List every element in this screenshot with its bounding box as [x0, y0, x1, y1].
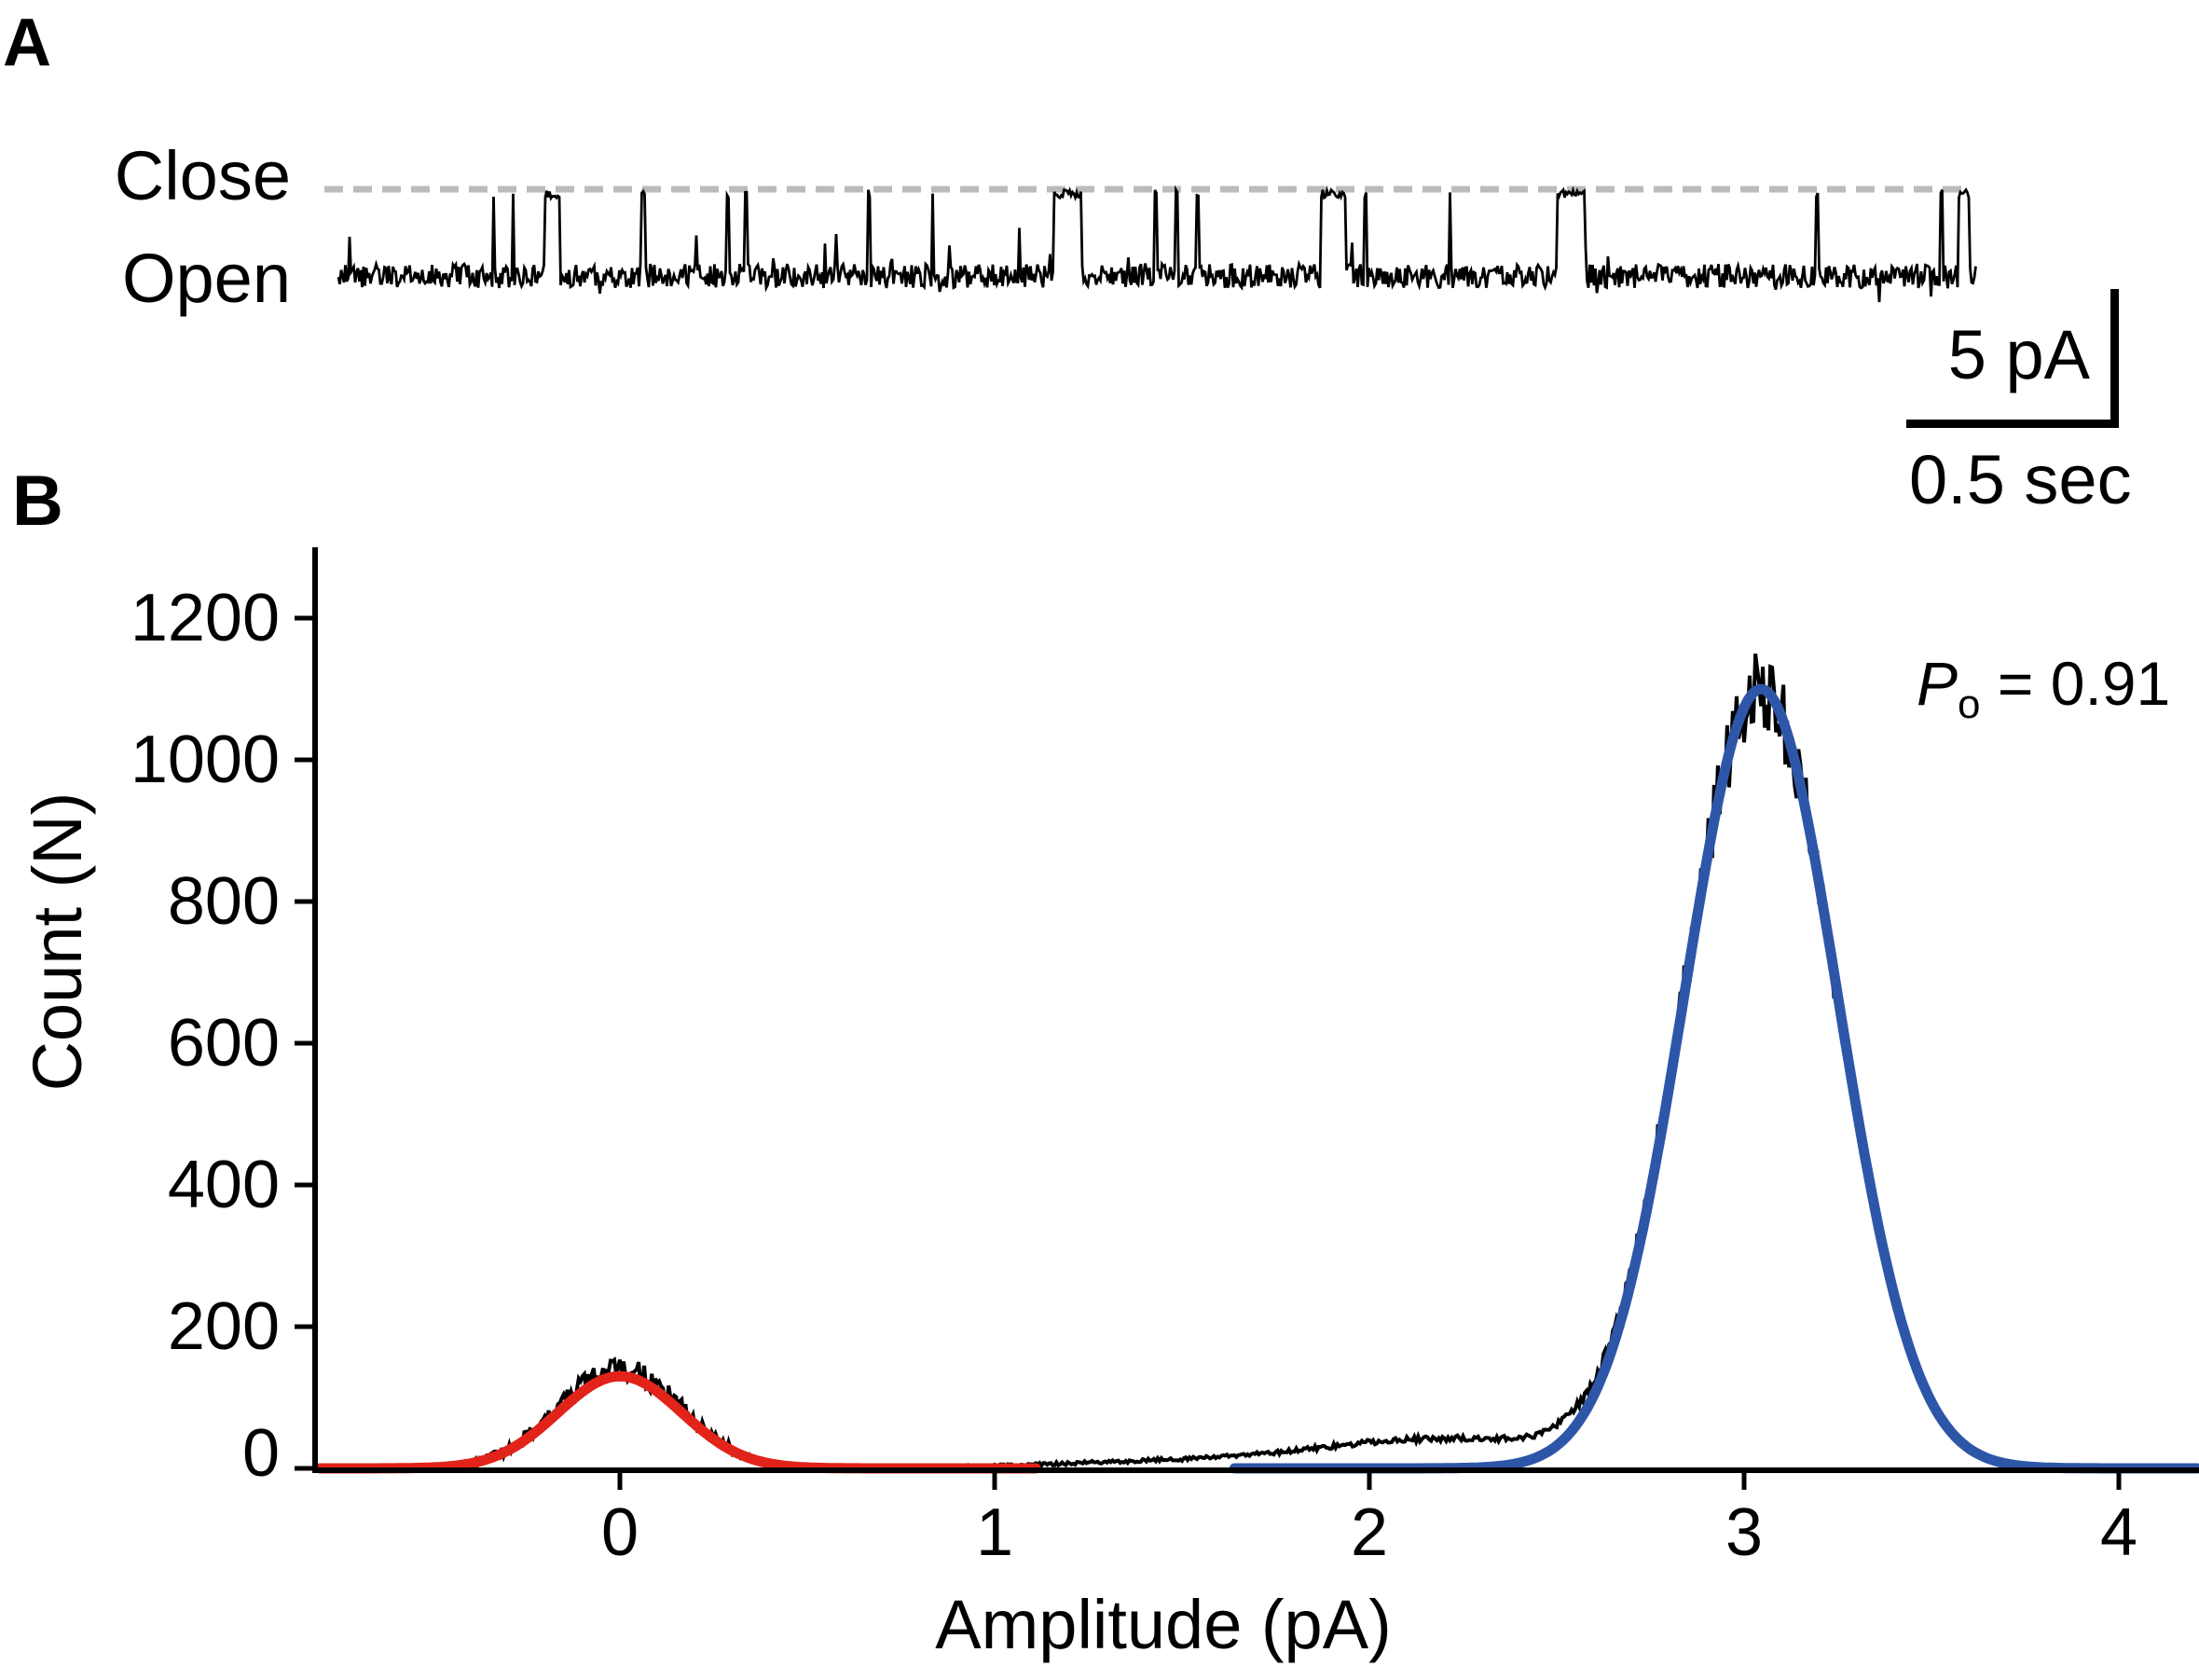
- time-scalebar-label: 0.5 sec: [1909, 441, 2132, 518]
- y-axis-line: [312, 547, 318, 1473]
- x-tick-mark: [992, 1473, 997, 1490]
- x-axis-title: Amplitude (pA): [935, 1586, 1392, 1663]
- y-tick-mark: [295, 899, 315, 904]
- panel-b-label: B: [12, 461, 63, 541]
- open-probability-annotation: Po = 0.91: [1917, 653, 2170, 725]
- y-tick-mark: [295, 1324, 315, 1329]
- y-tick-label: 1200: [130, 581, 280, 655]
- x-tick-label: 2: [1350, 1495, 1389, 1570]
- y-tick-label: 600: [167, 1006, 280, 1081]
- x-tick-label: 0: [600, 1495, 639, 1570]
- y-tick-mark: [295, 1182, 315, 1188]
- y-tick-mark: [295, 757, 315, 763]
- amplitude-histogram: [320, 654, 2015, 1472]
- x-axis-line: [312, 1467, 2199, 1473]
- close-level-label: Close: [114, 137, 291, 214]
- x-tick-label: 1: [975, 1495, 1014, 1570]
- current-scalebar-label: 5 pA: [1947, 316, 2090, 393]
- x-tick-label: 4: [2099, 1495, 2138, 1570]
- x-tick-mark: [617, 1473, 623, 1490]
- y-tick-label: 800: [167, 864, 280, 939]
- x-tick-label: 3: [1725, 1495, 1764, 1570]
- open-state-fit-curve: [1229, 683, 2199, 1474]
- x-tick-mark: [1367, 1473, 1372, 1490]
- y-tick-label: 400: [167, 1148, 280, 1222]
- po-symbol: P: [1917, 649, 1958, 718]
- closed-state-fit-curve: [314, 1370, 1041, 1474]
- panel-a-label: A: [3, 6, 51, 80]
- y-tick-mark: [295, 615, 315, 621]
- y-tick-mark: [295, 1040, 315, 1046]
- x-tick-mark: [2116, 1473, 2122, 1490]
- x-tick-mark: [1741, 1473, 1747, 1490]
- time-scalebar: [1906, 420, 2119, 428]
- y-tick-label: 1000: [130, 723, 280, 797]
- current-scalebar: [2110, 289, 2119, 428]
- po-value: = 0.91: [1980, 649, 2171, 718]
- y-tick-label: 0: [241, 1416, 280, 1491]
- y-tick-label: 200: [167, 1289, 280, 1364]
- po-subscript: o: [1958, 682, 1981, 728]
- current-trace: [337, 185, 1977, 303]
- open-level-label: Open: [121, 240, 291, 317]
- y-tick-mark: [295, 1466, 315, 1471]
